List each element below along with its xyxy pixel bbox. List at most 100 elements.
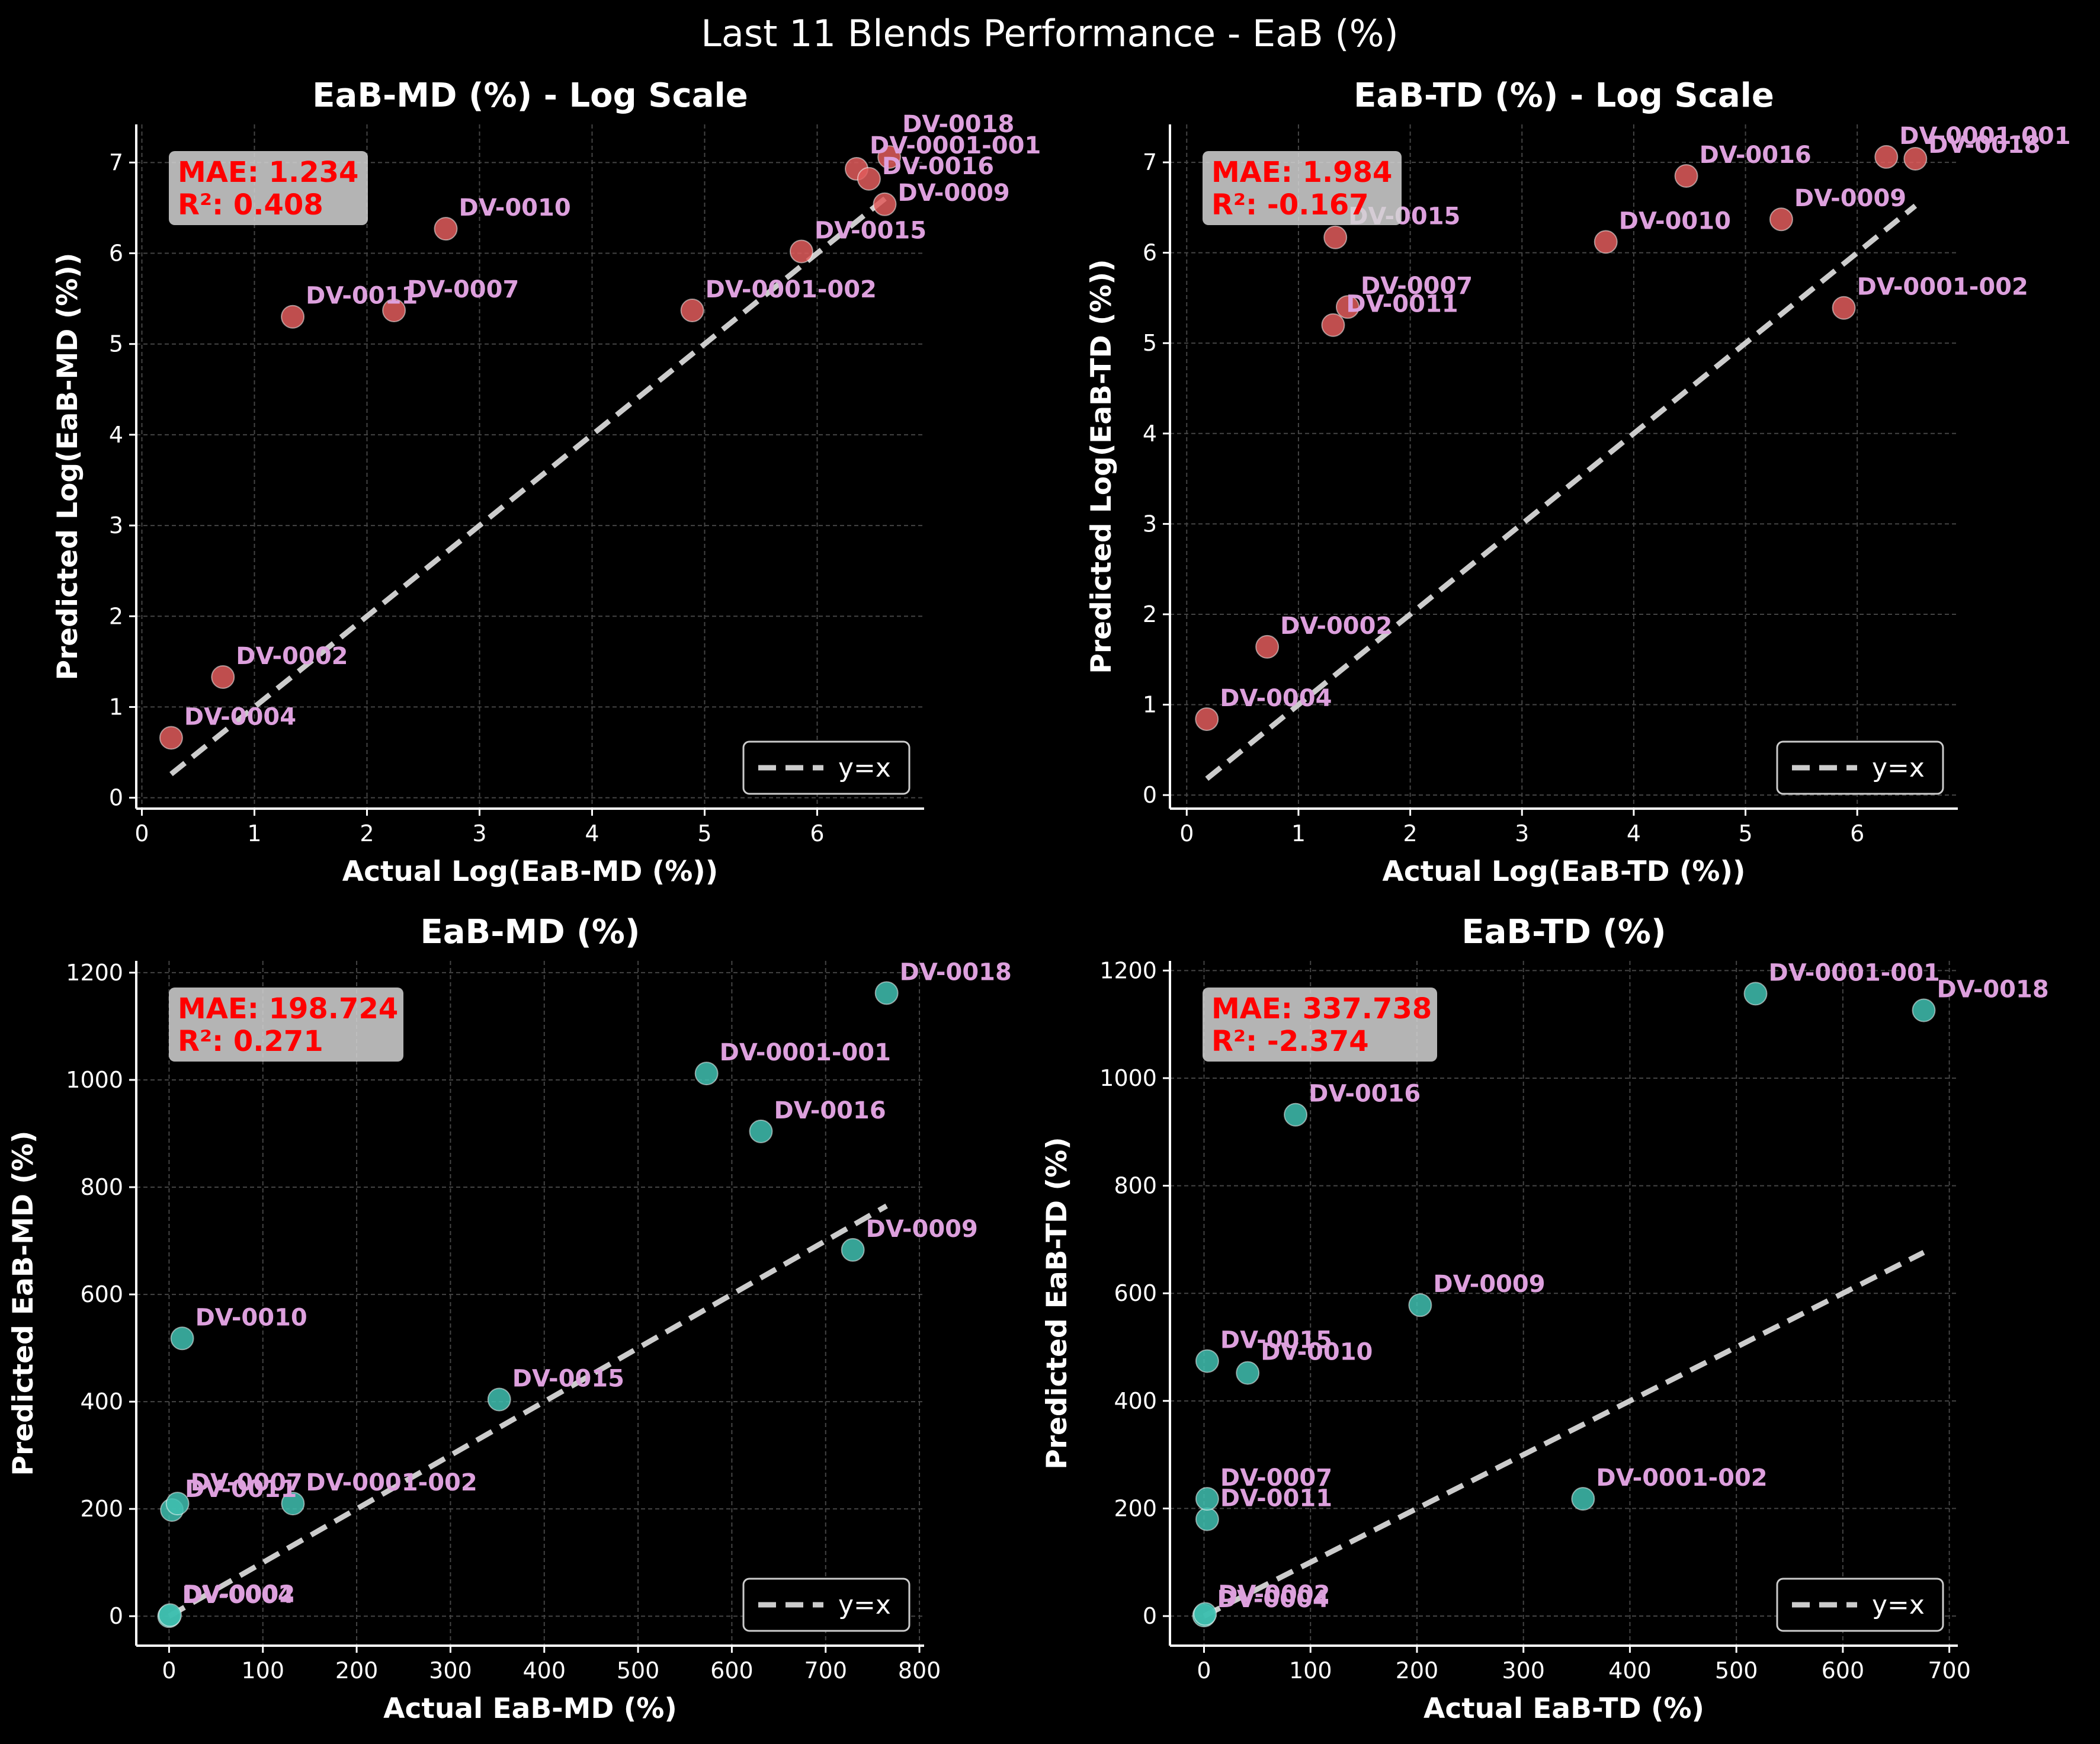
point-label: DV-0004 — [184, 704, 296, 731]
point-label: DV-0016 — [1700, 142, 1812, 169]
data-point — [1195, 1507, 1219, 1531]
y-tick-label: 1000 — [1099, 1065, 1157, 1091]
y-tick-label: 0 — [109, 1603, 123, 1629]
data-point — [281, 304, 305, 329]
data-point — [1571, 1487, 1595, 1511]
figure-title: Last 11 Blends Performance - EaB (%) — [701, 12, 1398, 55]
y-tick-label: 600 — [1114, 1280, 1157, 1306]
y-tick-label: 800 — [80, 1174, 123, 1200]
point-label: DV-0007 — [407, 276, 519, 303]
data-point — [165, 1492, 190, 1516]
stats-box — [1203, 988, 1437, 1062]
mae-text: MAE: 337.738 — [1211, 992, 1432, 1025]
data-point — [1408, 1293, 1432, 1317]
legend-frame — [1776, 740, 1944, 795]
x-tick-label: 800 — [898, 1658, 941, 1684]
panel-title: EaB-MD (%) - Log Scale — [312, 76, 748, 115]
point-label: DV-0002 — [1218, 1580, 1330, 1608]
data-point — [1903, 146, 1928, 171]
point-label: DV-0002 — [236, 643, 348, 670]
stats-box — [169, 151, 368, 225]
y-tick-label: 1 — [1143, 692, 1157, 718]
data-point — [1321, 313, 1345, 337]
point-label: DV-0016 — [882, 153, 994, 180]
point-label: DV-0009 — [898, 179, 1010, 207]
data-point — [789, 239, 813, 264]
point-label: DV-0007 — [191, 1469, 303, 1496]
data-point — [382, 299, 406, 323]
point-label: DV-0011 — [1346, 291, 1458, 318]
y-tick-label: 800 — [1114, 1173, 1157, 1199]
data-point — [159, 726, 183, 750]
x-tick-label: 5 — [697, 820, 711, 847]
panel-3: 0 100 200 300 400 500 600 700 800 0 200 400 600 800 10… — [7, 913, 1012, 1725]
y-axis-label: Predicted Log(EaB-TD (%)) — [1085, 259, 1118, 674]
x-tick-label: 4 — [1627, 820, 1641, 847]
point-label: DV-0018 — [902, 111, 1014, 138]
panel-4: 0 100 200 300 400 500 600 700 0 200 400 600 800 1000 1… — [1041, 913, 2049, 1725]
y-tick-label: 400 — [80, 1389, 123, 1415]
y-tick-label: 6 — [109, 241, 123, 267]
point-label: DV-0016 — [1309, 1081, 1421, 1108]
y-tick-label: 4 — [109, 422, 123, 448]
x-tick-label: 200 — [335, 1658, 379, 1684]
y-tick-label: 4 — [1143, 421, 1157, 447]
data-point — [1284, 1102, 1308, 1127]
y-axis-label: Predicted EaB-TD (%) — [1041, 1137, 1073, 1469]
x-tick-label: 500 — [1715, 1658, 1758, 1684]
point-label: DV-0007 — [1361, 272, 1473, 300]
y-tick-label: 0 — [109, 785, 123, 811]
point-label: DV-0002 — [183, 1580, 295, 1608]
panel-2: 0 1 2 3 4 5 6 0 1 2 3 4 5 6 7 EaB-TD (%) - Log Scale Act… — [1085, 76, 2071, 888]
legend-frame — [1776, 1578, 1944, 1632]
ideal-line — [1205, 203, 1918, 781]
x-axis-label: Actual Log(EaB-MD (%)) — [342, 855, 719, 888]
x-tick-label: 2 — [1403, 820, 1418, 847]
data-point — [749, 1119, 773, 1143]
legend: y=x — [742, 740, 910, 795]
panel-title: EaB-MD (%) — [421, 913, 640, 951]
x-tick-label: 3 — [1515, 820, 1529, 847]
x-tick-label: 300 — [429, 1658, 472, 1684]
x-tick-label: 700 — [804, 1658, 847, 1684]
x-axis-label: Actual EaB-TD (%) — [1423, 1692, 1704, 1725]
stats-box — [169, 988, 403, 1062]
data-point — [1832, 296, 1856, 320]
mae-text: MAE: 198.724 — [178, 992, 398, 1025]
point-label: DV-0001-002 — [1857, 274, 2028, 301]
y-axis-label: Predicted Log(EaB-MD (%)) — [52, 253, 84, 681]
stats-box — [1203, 151, 1402, 225]
legend-label: y=x — [838, 753, 891, 783]
point-label: DV-0004 — [1220, 685, 1332, 712]
x-tick-label: 2 — [360, 820, 374, 847]
point-label: DV-0004 — [182, 1582, 294, 1609]
x-axis-label: Actual Log(EaB-TD (%)) — [1383, 855, 1746, 888]
y-tick-label: 600 — [80, 1281, 123, 1307]
y-tick-label: 400 — [1114, 1388, 1157, 1414]
r2-text: R²: -0.167 — [1211, 188, 1369, 222]
point-label: DV-0011 — [306, 283, 418, 310]
point-label: DV-0001-002 — [1596, 1464, 1767, 1492]
point-label: DV-0001-001 — [1899, 123, 2070, 150]
legend-label: y=x — [1872, 753, 1925, 783]
data-point — [1912, 998, 1936, 1022]
point-label: DV-0010 — [1619, 207, 1731, 235]
point-label: DV-0001-001 — [870, 132, 1041, 159]
mae-text: MAE: 1.234 — [178, 156, 358, 189]
y-tick-label: 7 — [1143, 149, 1157, 175]
panels: 0 1 2 3 4 5 6 0 1 2 3 4 5 6 7 EaB-MD (%) - Log Scale Act… — [7, 76, 2071, 1725]
point-label: DV-0010 — [195, 1304, 307, 1331]
point-label: DV-0010 — [1261, 1339, 1373, 1366]
data-point — [158, 1603, 182, 1627]
data-point — [857, 166, 881, 191]
point-label: DV-0011 — [185, 1476, 297, 1503]
point-label: DV-0010 — [459, 194, 571, 222]
data-point — [694, 1062, 719, 1086]
data-point — [1195, 707, 1219, 731]
y-tick-label: 0 — [1143, 782, 1157, 808]
x-tick-label: 0 — [1179, 820, 1194, 847]
point-label: DV-0002 — [1280, 613, 1392, 640]
legend: y=x — [1776, 740, 1944, 795]
data-point — [841, 1238, 865, 1262]
point-label: DV-0004 — [1217, 1586, 1329, 1613]
